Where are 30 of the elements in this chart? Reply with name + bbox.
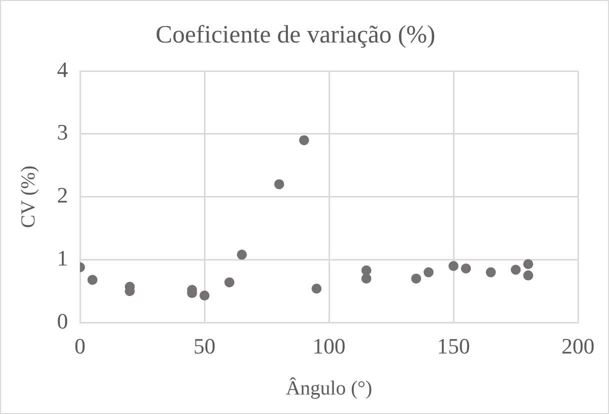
- point: [460, 264, 471, 274]
- x-axis-title: Ângulo (°): [286, 376, 372, 400]
- point: [486, 267, 496, 278]
- y-axis-title: CV (%): [17, 166, 40, 228]
- x-tick-label: 200: [562, 334, 594, 359]
- point: [312, 284, 322, 294]
- point: [411, 274, 422, 284]
- y-tick-label: 0: [57, 308, 68, 334]
- point: [200, 290, 210, 301]
- y-tick-label: 3: [57, 120, 68, 145]
- x-tick-label: 150: [437, 334, 470, 359]
- x-tick-label: 100: [312, 334, 346, 359]
- x-tick-label: 50: [194, 334, 216, 359]
- y-tick-label: 2: [57, 182, 68, 208]
- x-tick-label: 0: [74, 334, 86, 359]
- point: [510, 264, 521, 275]
- y-tick-label: 4: [57, 56, 68, 82]
- point: [361, 274, 372, 284]
- point: [224, 277, 234, 288]
- point: [274, 179, 284, 190]
- point: [87, 274, 98, 285]
- chart-title: Coeficiente de variação (%): [156, 22, 436, 49]
- y-tick-label: 1: [57, 245, 68, 270]
- point: [299, 135, 310, 146]
- point: [448, 260, 458, 271]
- point: [361, 265, 372, 276]
- point: [523, 270, 534, 280]
- point: [236, 250, 247, 260]
- point: [523, 259, 534, 270]
- point: [424, 267, 434, 278]
